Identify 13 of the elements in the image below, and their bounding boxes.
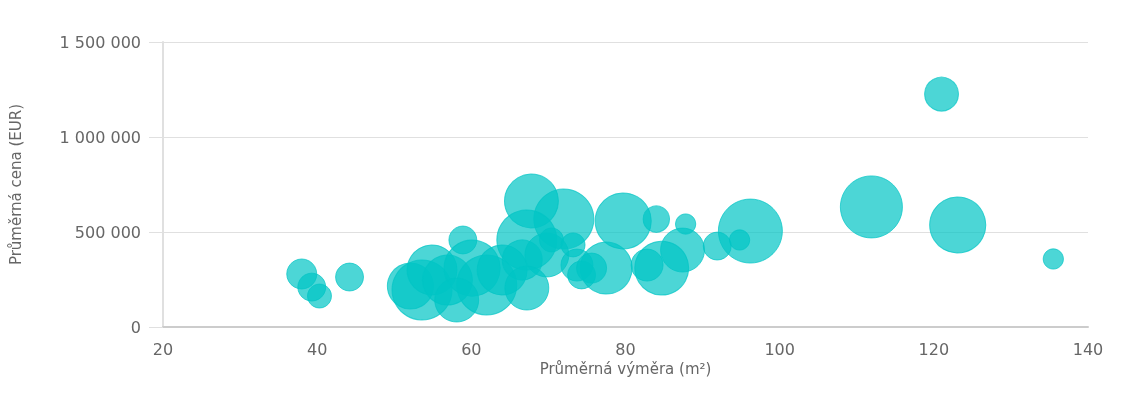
x-tick-label: 120 [918, 339, 950, 359]
y-tick-label: 0 [130, 317, 141, 337]
x-tick-label: 20 [152, 339, 174, 359]
x-tick-label: 100 [764, 339, 795, 359]
x-tick-label: 60 [461, 339, 482, 359]
y-tick-label: 1 000 000 [59, 127, 141, 147]
x-tick-label: 80 [615, 339, 636, 359]
y-tick-label: 1 500 000 [59, 32, 141, 52]
y-tick-label: 500 000 [74, 222, 141, 242]
x-tick-label: 140 [1072, 339, 1104, 359]
y-axis-title: Průměrná cena (EUR) [6, 103, 25, 266]
x-axis-title: Průměrná výměra (m²) [539, 360, 712, 379]
x-tick-label: 40 [306, 339, 328, 359]
